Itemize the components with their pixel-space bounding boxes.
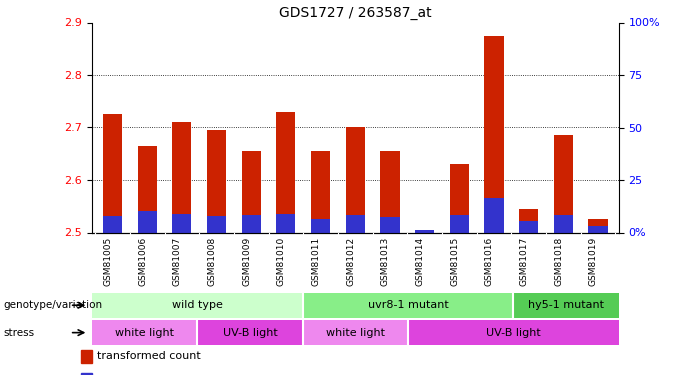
Text: white light: white light	[115, 328, 174, 338]
Bar	[92, 320, 197, 345]
Bar	[415, 230, 434, 232]
Bar	[173, 122, 192, 232]
Bar	[588, 226, 607, 232]
Bar	[345, 128, 365, 232]
Bar	[277, 112, 296, 232]
Text: GSM81017: GSM81017	[520, 237, 528, 286]
Text: white light: white light	[326, 328, 385, 338]
Text: GSM81019: GSM81019	[589, 237, 598, 286]
Text: UV-B light: UV-B light	[222, 328, 277, 338]
Bar	[303, 292, 513, 318]
Bar	[588, 219, 607, 232]
Bar	[303, 320, 408, 345]
Bar	[519, 209, 538, 232]
Text: genotype/variation: genotype/variation	[3, 300, 103, 310]
Text: GSM81009: GSM81009	[242, 237, 252, 286]
Bar	[277, 214, 296, 232]
Bar	[92, 292, 303, 318]
Text: stress: stress	[3, 328, 35, 338]
Bar	[311, 151, 330, 232]
Bar	[554, 214, 573, 232]
Bar	[449, 164, 469, 232]
Bar	[197, 320, 303, 345]
Bar	[513, 292, 619, 318]
Bar	[81, 374, 92, 375]
Bar	[311, 219, 330, 232]
Text: GSM81010: GSM81010	[277, 237, 286, 286]
Bar	[484, 36, 503, 232]
Bar	[415, 230, 434, 232]
Text: hy5-1 mutant: hy5-1 mutant	[528, 300, 604, 310]
Text: GSM81012: GSM81012	[346, 237, 355, 286]
Bar	[138, 146, 157, 232]
Text: GSM81018: GSM81018	[554, 237, 563, 286]
Text: GSM81005: GSM81005	[103, 237, 113, 286]
Bar	[408, 320, 619, 345]
Bar	[380, 151, 400, 232]
Bar	[554, 135, 573, 232]
Text: transformed count: transformed count	[97, 351, 201, 361]
Text: GSM81008: GSM81008	[207, 237, 217, 286]
Bar	[207, 216, 226, 232]
Text: uvr8-1 mutant: uvr8-1 mutant	[368, 300, 448, 310]
Bar	[103, 114, 122, 232]
Bar	[484, 198, 503, 232]
Text: GSM81011: GSM81011	[311, 237, 321, 286]
Bar	[345, 214, 365, 232]
Title: GDS1727 / 263587_at: GDS1727 / 263587_at	[279, 6, 432, 20]
Bar	[207, 130, 226, 232]
Bar	[380, 217, 400, 232]
Bar	[103, 216, 122, 232]
Bar	[519, 221, 538, 232]
Text: GSM81007: GSM81007	[173, 237, 182, 286]
Text: GSM81015: GSM81015	[450, 237, 459, 286]
Text: UV-B light: UV-B light	[486, 328, 541, 338]
Bar	[173, 214, 192, 232]
Text: GSM81016: GSM81016	[485, 237, 494, 286]
Bar	[138, 211, 157, 232]
Bar	[449, 214, 469, 232]
Bar	[81, 350, 92, 363]
Bar	[242, 151, 261, 232]
Text: GSM81014: GSM81014	[415, 237, 424, 286]
Text: GSM81006: GSM81006	[138, 237, 148, 286]
Bar	[242, 214, 261, 232]
Text: wild type: wild type	[172, 300, 222, 310]
Text: GSM81013: GSM81013	[381, 237, 390, 286]
